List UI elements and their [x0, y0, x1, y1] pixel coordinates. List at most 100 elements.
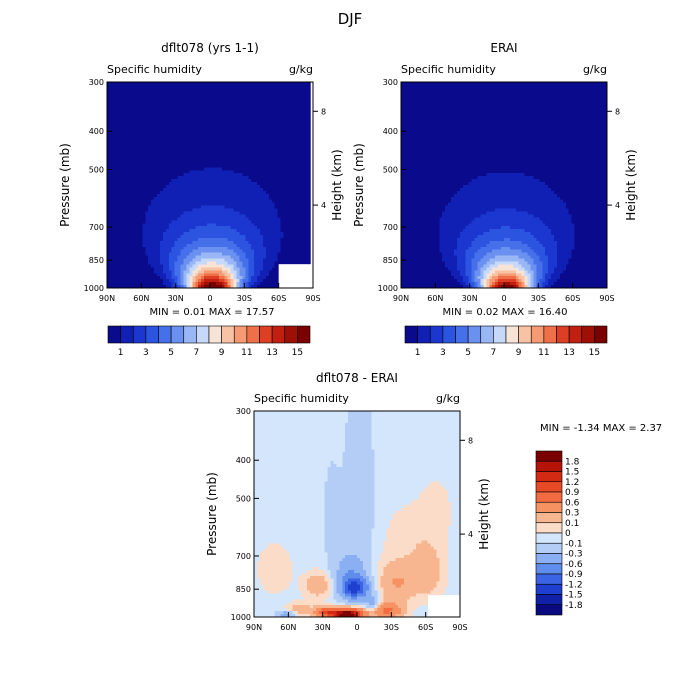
colorbar-swatch [594, 325, 608, 344]
colorbar-swatch [556, 325, 570, 344]
colorbar-tick-label: 11 [538, 348, 549, 358]
y-tick-label: 500 [236, 494, 251, 503]
colorbar-swatch [170, 325, 185, 344]
colorbar-swatch [467, 325, 482, 344]
panel-title: dflt078 - ERAI [316, 371, 398, 385]
colorbar-swatch [158, 325, 172, 344]
colorbar-swatch [429, 325, 444, 344]
colorbar-swatch [132, 325, 147, 344]
colorbar-tick-label: -0.1 [565, 539, 583, 549]
y-tick-label: 1000 [378, 284, 398, 293]
colorbar-tick-label: 0.9 [565, 488, 580, 498]
colorbar-swatch [535, 604, 563, 616]
units-label: g/kg [583, 63, 607, 76]
x-tick-label: 60S [565, 294, 580, 303]
colorbar-swatch [535, 471, 563, 483]
colorbar-tick-label: -0.6 [565, 560, 583, 570]
colorbar-tick-label: 3 [440, 348, 446, 358]
y-tick-label: 300 [236, 407, 251, 416]
colorbar-tick-label: 1.8 [565, 457, 580, 467]
panel-title: ERAI [490, 41, 517, 55]
colorbar-tick-label: 1 [118, 348, 124, 358]
y2-tick-label: 8 [615, 107, 620, 116]
colorbar-swatch [183, 325, 197, 344]
colorbar-swatch [530, 325, 545, 344]
y-tick-label: 400 [236, 456, 251, 465]
x-tick-label: 30N [462, 294, 478, 303]
colorbar-swatch [535, 512, 563, 524]
colorbar-swatch [208, 325, 222, 344]
y-tick-label: 400 [383, 127, 398, 136]
colorbar-tick-label: 9 [219, 348, 225, 358]
panel-2: ERAI Specific humidity g/kg 90N 60N 30N 0 30S 60… [352, 41, 638, 358]
field-cells [401, 82, 608, 289]
x-tick-label: 60S [271, 294, 286, 303]
colorbar-swatch [196, 325, 210, 344]
colorbar-swatch [535, 460, 563, 472]
variable-label: Specific humidity [107, 63, 202, 76]
colorbar-tick-label: 1.5 [565, 468, 579, 478]
colorbar-swatch [543, 325, 557, 344]
colorbar-swatch [535, 542, 563, 554]
colorbar-swatch [246, 325, 260, 344]
colorbar-tick-label: 5 [465, 348, 471, 358]
y2-tick-label: 4 [321, 201, 326, 210]
colorbar-swatch [518, 325, 532, 344]
colorbar-tick-label: 0.3 [565, 509, 579, 519]
colorbar-tick-label: 1 [415, 348, 421, 358]
y-tick-label: 500 [89, 165, 104, 174]
missing-data-mask [427, 595, 460, 617]
colorbar-tick-label: -0.9 [565, 570, 583, 580]
colorbar-tick-label: 3 [143, 348, 149, 358]
colorbar-tick-label: 0 [565, 529, 571, 539]
colorbar-tick-label: 7 [491, 348, 497, 358]
y-tick-label: 700 [89, 223, 104, 232]
colorbar-swatch [417, 325, 431, 344]
figure-title: DJF [338, 10, 363, 28]
x-tick-label: 90N [99, 294, 115, 303]
colorbar-tick-label: 13 [563, 348, 574, 358]
y-axis-label: Pressure (mb) [352, 143, 366, 227]
x-tick-label: 0 [207, 294, 212, 303]
colorbar-tick-label: 5 [168, 348, 174, 358]
colorbar-swatch [493, 325, 507, 344]
colorbar-swatch [535, 553, 563, 565]
min-max-stats: MIN = -1.34 MAX = 2.37 [540, 423, 662, 434]
colorbar-tick-label: 1.2 [565, 478, 579, 488]
colorbar-tick-label: -1.2 [565, 580, 583, 590]
colorbar: 1.81.51.20.90.60.30.10-0.1-0.3-0.6-0.9-1… [535, 450, 583, 616]
y-axis-label: Pressure (mb) [58, 143, 72, 227]
colorbar-tick-label: -1.8 [565, 601, 583, 611]
y2-axis-label: Height (km) [624, 149, 638, 220]
colorbar-tick-label: 11 [241, 348, 252, 358]
y-tick-label: 850 [89, 256, 104, 265]
colorbar-swatch [442, 325, 456, 344]
x-tick-label: 60N [280, 623, 296, 632]
colorbar-swatch [297, 325, 311, 344]
y-tick-label: 700 [236, 552, 251, 561]
colorbar-swatch [581, 325, 595, 344]
x-tick-label: 90N [246, 623, 262, 632]
x-tick-label: 90S [305, 294, 320, 303]
colorbar-swatch [535, 481, 563, 493]
y-tick-label: 1000 [231, 613, 251, 622]
colorbar-swatch [107, 325, 121, 344]
colorbar-tick-label: -0.3 [565, 550, 583, 560]
colorbar-swatch [233, 325, 248, 344]
panel-title: dflt078 (yrs 1-1) [161, 41, 259, 55]
variable-label: Specific humidity [401, 63, 496, 76]
x-tick-label: 30S [237, 294, 252, 303]
units-label: g/kg [436, 392, 460, 405]
y2-tick-label: 4 [615, 201, 620, 210]
x-tick-label: 30S [384, 623, 399, 632]
x-tick-label: 30N [315, 623, 331, 632]
colorbar-swatch [271, 325, 286, 344]
colorbar-swatch [535, 583, 563, 595]
colorbar-swatch [535, 532, 563, 544]
colorbar-swatch [145, 325, 159, 344]
x-tick-label: 90N [393, 294, 409, 303]
field-cells [254, 411, 461, 618]
colorbar-tick-label: 15 [589, 348, 600, 358]
colorbar-swatch [404, 325, 418, 344]
